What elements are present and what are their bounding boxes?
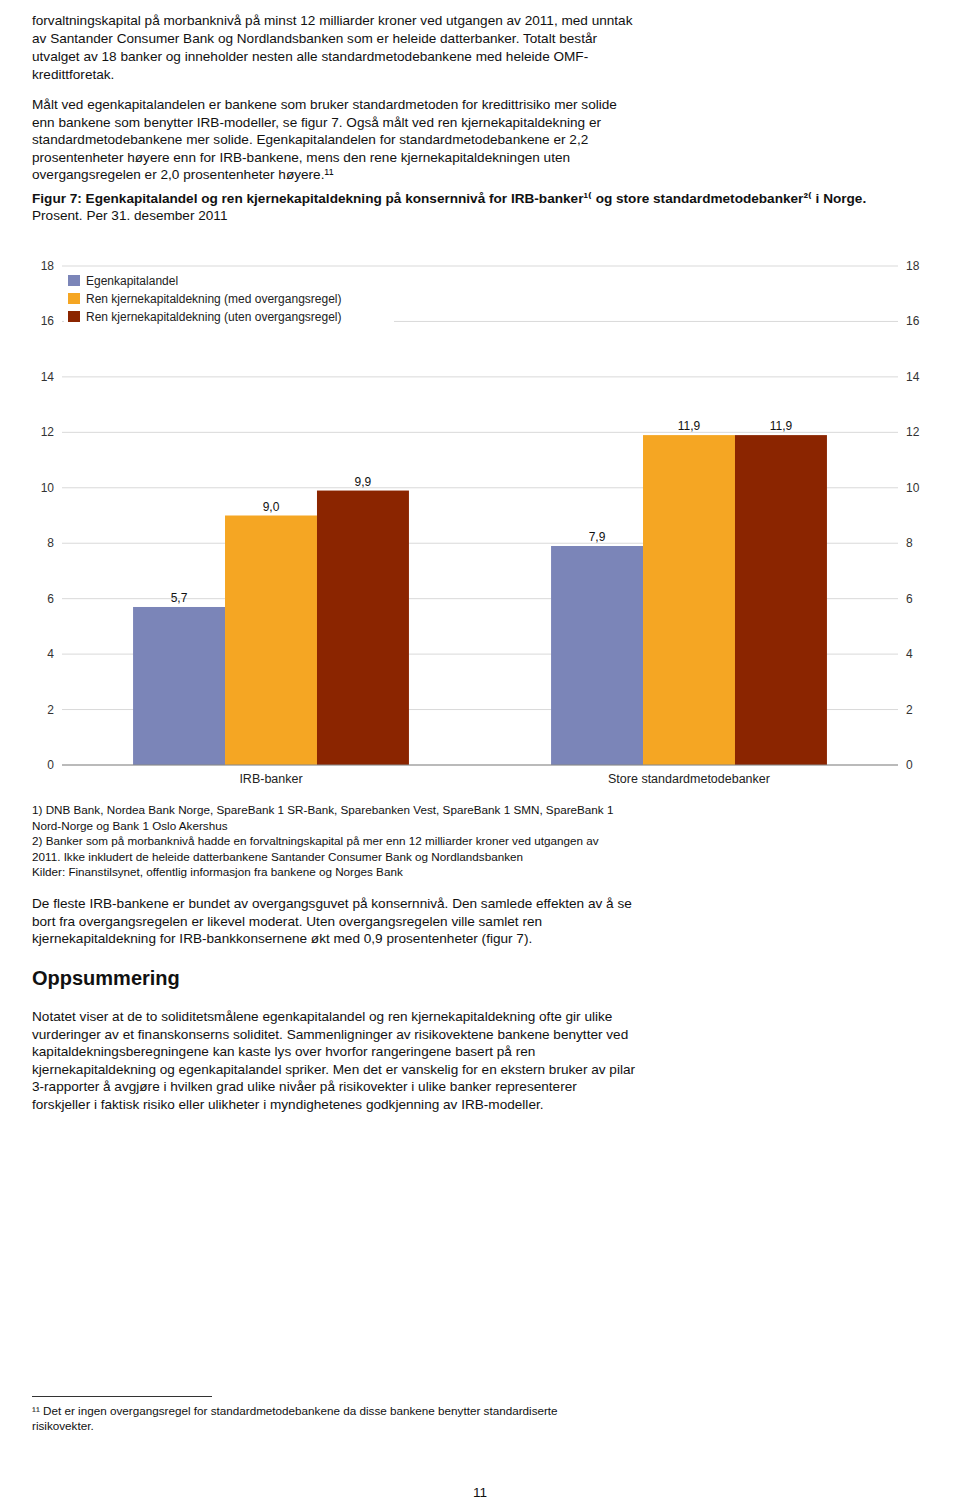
body-text: overgangsregelen er 2,0 prosentenheter h… (32, 166, 334, 183)
legend: Egenkapitalandel Ren kjernekapitaldekning… (64, 270, 394, 328)
grid-line (62, 487, 898, 488)
legend-swatch (68, 311, 80, 322)
y-tick-label: 4 (47, 647, 54, 661)
x-tick-label: Store standardmetodebanker (608, 772, 770, 786)
y-tick-label: 0 (47, 758, 54, 772)
data-label: 11,9 (678, 419, 701, 433)
grid-line (62, 654, 898, 655)
body-text: kapitaldekningsberegningene kan kaste ly… (32, 1043, 535, 1060)
chart-subtitle: Prosent. Per 31. desember 2011 (32, 207, 928, 224)
body-text: kredittforetak. (32, 66, 114, 83)
bar (317, 491, 409, 765)
y-tick-label: 10 (41, 481, 55, 495)
bar (133, 607, 225, 765)
chart: 0 2 4 6 8 10 12 14 16 18 0 2 4 6 8 10 12 14 16 18 5,7 7,9 9,0 1… (0, 0, 960, 1508)
grid-line (62, 321, 898, 322)
chart-note: Nord-Norge og Bank 1 Oslo Akershus (32, 818, 228, 833)
section-heading: Oppsummering (32, 966, 180, 990)
chart-note: Kilder: Finanstilsynet, offentlig inform… (32, 864, 403, 879)
y-tick-label: 16 (41, 314, 55, 328)
body-text: kjernekapitaldekning og egenkapitalandel… (32, 1061, 635, 1078)
chart-note: 1) DNB Bank, Nordea Bank Norge, SpareBan… (32, 802, 613, 817)
body-text: utvalget av 18 banker og inneholder nest… (32, 48, 588, 65)
body-text: 3-rapporter å avgjøre i hvilken grad uli… (32, 1078, 577, 1095)
legend-label: Egenkapitalandel (86, 274, 178, 288)
grid-line (62, 376, 898, 377)
y2-tick-label: 4 (906, 647, 913, 661)
body-text: prosentenheter høyere enn for IRB-banken… (32, 149, 570, 166)
legend-background (64, 270, 394, 328)
bar (643, 435, 735, 765)
y-tick-label: 14 (41, 370, 55, 384)
legend-label: Ren kjernekapitaldekning (uten overgangs… (86, 310, 342, 324)
body-text: av Santander Consumer Bank og Nordlandsb… (32, 30, 597, 47)
body-text: bort fra overgangsregelen er likevel mod… (32, 913, 542, 930)
chart-note: 2) Banker som på morbanknivå hadde en fo… (32, 833, 599, 848)
y-tick-label: 12 (41, 425, 55, 439)
y2-tick-label: 6 (906, 592, 913, 606)
data-label: 11,9 (770, 419, 793, 433)
footnote: ¹¹ Det er ingen overgangsregel for stand… (32, 1403, 558, 1418)
chart-title: Figur 7: Egenkapitalandel og ren kjernek… (32, 190, 928, 207)
data-label: 9,0 (263, 500, 280, 514)
y2-tick-label: 10 (906, 481, 920, 495)
y-tick-label: 8 (47, 536, 54, 550)
bar (551, 546, 643, 765)
body-text: Målt ved egenkapitalandelen er bankene s… (32, 96, 617, 113)
body-text: standardmetodebankene mer solide. Egenka… (32, 131, 588, 148)
body-text: forvaltningskapital på morbanknivå på mi… (32, 12, 632, 29)
grid-line (62, 765, 898, 766)
grid-line (62, 266, 898, 267)
grid (62, 266, 898, 765)
body-text: vurderinger av et finanskonserns solidit… (32, 1026, 628, 1043)
body-text: kjernekapitaldekning for IRB-bankkonsern… (32, 930, 532, 947)
y2-tick-label: 2 (906, 703, 913, 717)
y-tick-label: 18 (41, 259, 55, 273)
y2-tick-label: 14 (906, 370, 920, 384)
grid-line (62, 432, 898, 433)
y2-tick-label: 18 (906, 259, 920, 273)
footnote: risikovekter. (32, 1418, 94, 1433)
bars (133, 435, 827, 765)
body-text: Notatet viser at de to soliditetsmålene … (32, 1008, 612, 1025)
data-label: 9,9 (355, 475, 372, 489)
y-tick-label: 2 (47, 703, 54, 717)
y2-tick-label: 12 (906, 425, 920, 439)
legend-swatch (68, 275, 80, 286)
page-number: 11 (0, 1484, 960, 1501)
data-label: 5,7 (171, 591, 188, 605)
data-labels: 5,7 7,9 9,0 11,9 9,9 11,9 (171, 419, 793, 605)
legend-swatch (68, 293, 80, 304)
x-tick-label: IRB-banker (239, 772, 302, 786)
bar (735, 435, 827, 765)
x-axis-line (62, 765, 898, 766)
bar (225, 516, 317, 766)
y2-tick-label: 8 (906, 536, 913, 550)
footnote-rule (32, 1396, 212, 1397)
legend-label: Ren kjernekapitaldekning (med overgangsr… (86, 292, 341, 306)
grid-line (62, 543, 898, 544)
body-text: De fleste IRB-bankene er bundet av overg… (32, 895, 632, 912)
body-text: forskjeller i faktisk risiko eller ulikh… (32, 1096, 544, 1113)
y2-tick-label: 0 (906, 758, 913, 772)
body-text: enn bankene som benytter IRB-modeller, s… (32, 114, 601, 131)
chart-title-block: Figur 7: Egenkapitalandel og ren kjernek… (32, 190, 928, 224)
y2-tick-label: 16 (906, 314, 920, 328)
chart-note: 2011. Ikke inkludert de heleide datterba… (32, 849, 523, 864)
data-label: 7,9 (589, 530, 606, 544)
grid-line (62, 598, 898, 599)
grid-line (62, 709, 898, 710)
y-tick-label: 6 (47, 592, 54, 606)
